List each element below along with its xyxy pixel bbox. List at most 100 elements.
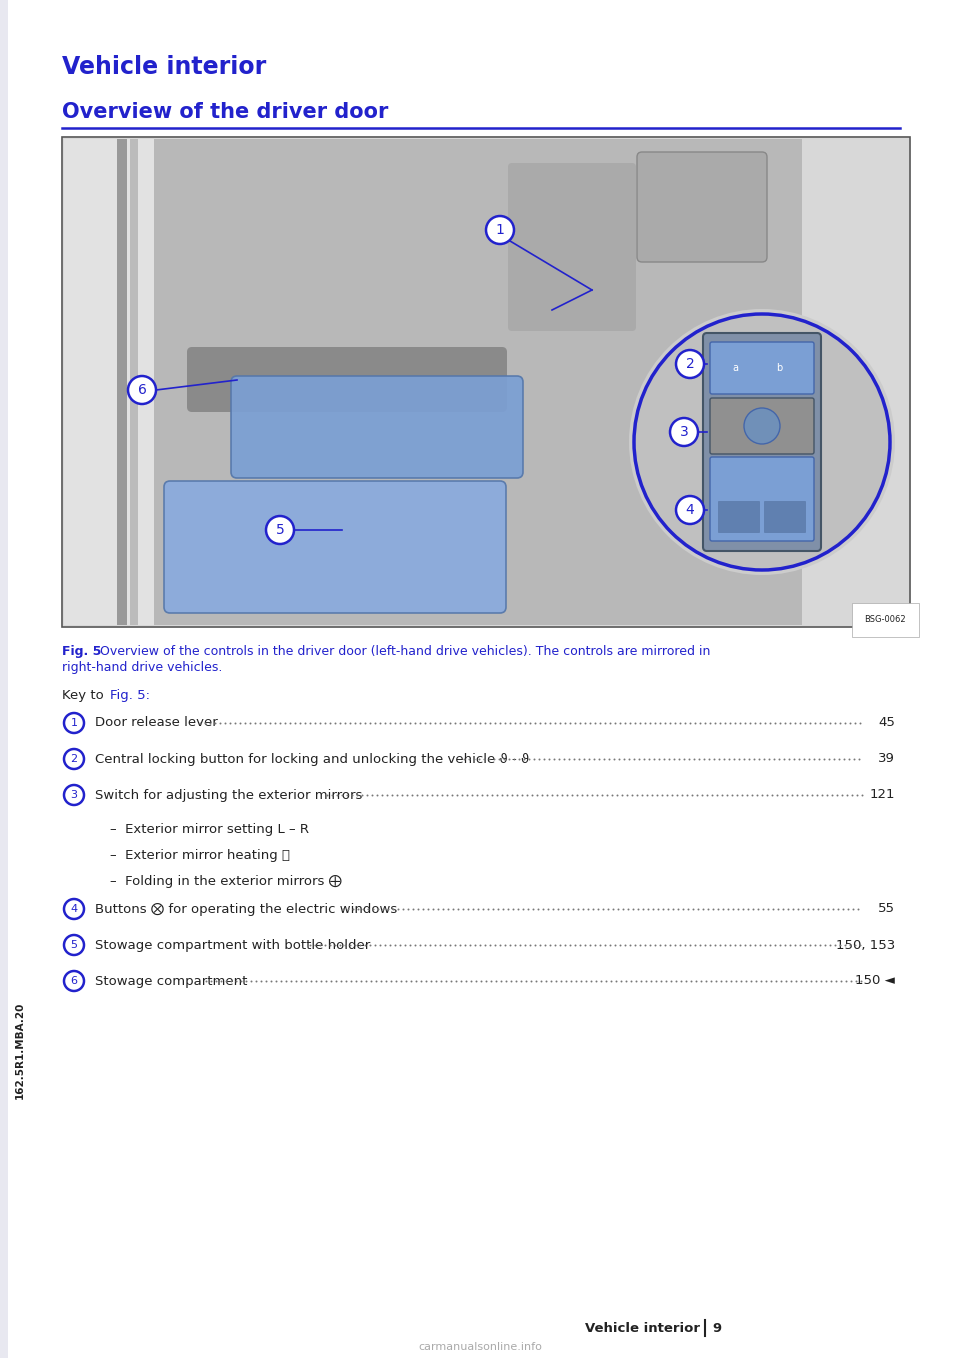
Point — [557, 748, 572, 770]
Text: Fig. 5: Fig. 5 — [62, 645, 102, 659]
Point — [619, 784, 635, 805]
Point — [472, 712, 488, 733]
Point — [413, 934, 428, 956]
Text: Fig. 5:: Fig. 5: — [110, 689, 150, 702]
Point — [492, 970, 508, 991]
Point — [463, 934, 478, 956]
Point — [646, 748, 661, 770]
Point — [818, 970, 833, 991]
Point — [814, 784, 829, 805]
Point — [823, 934, 838, 956]
Point — [640, 898, 656, 919]
Point — [551, 748, 566, 770]
Point — [472, 934, 488, 956]
Point — [287, 712, 302, 733]
Point — [586, 898, 601, 919]
Point — [340, 898, 355, 919]
Point — [628, 970, 643, 991]
Circle shape — [64, 785, 84, 805]
Point — [491, 898, 506, 919]
Point — [592, 712, 608, 733]
Point — [427, 712, 443, 733]
Point — [486, 898, 501, 919]
Point — [712, 712, 728, 733]
Point — [292, 712, 307, 733]
Point — [780, 898, 796, 919]
Point — [242, 712, 257, 733]
Point — [393, 934, 408, 956]
Point — [564, 784, 579, 805]
Point — [683, 934, 698, 956]
Point — [468, 970, 483, 991]
Point — [492, 748, 507, 770]
Point — [848, 934, 863, 956]
Point — [726, 898, 741, 919]
Point — [824, 784, 839, 805]
Point — [828, 784, 844, 805]
Point — [232, 712, 248, 733]
Point — [542, 712, 558, 733]
Point — [636, 898, 651, 919]
Point — [793, 970, 808, 991]
Point — [791, 748, 806, 770]
Point — [678, 712, 693, 733]
Point — [293, 970, 308, 991]
Point — [534, 784, 549, 805]
Point — [658, 934, 673, 956]
Point — [587, 748, 602, 770]
Circle shape — [670, 418, 698, 445]
Point — [803, 970, 818, 991]
Point — [637, 970, 653, 991]
Point — [741, 748, 756, 770]
Point — [499, 784, 515, 805]
Point — [542, 934, 558, 956]
Point — [816, 748, 831, 770]
Point — [832, 712, 848, 733]
Point — [703, 712, 718, 733]
Point — [372, 712, 388, 733]
Point — [753, 970, 768, 991]
Point — [482, 712, 497, 733]
Point — [668, 970, 684, 991]
Point — [432, 934, 447, 956]
Circle shape — [64, 713, 84, 733]
Point — [368, 970, 383, 991]
Point — [218, 970, 233, 991]
Point — [611, 898, 626, 919]
Point — [561, 898, 576, 919]
Point — [203, 970, 218, 991]
Text: 39: 39 — [878, 752, 895, 766]
Point — [527, 934, 542, 956]
Point — [847, 748, 862, 770]
Point — [323, 712, 338, 733]
Point — [788, 970, 804, 991]
Point — [212, 712, 228, 733]
Point — [604, 784, 619, 805]
Point — [288, 970, 303, 991]
Point — [569, 784, 585, 805]
Point — [547, 712, 563, 733]
Point — [771, 748, 786, 770]
Point — [447, 934, 463, 956]
Point — [657, 748, 672, 770]
Point — [389, 784, 404, 805]
Point — [517, 712, 533, 733]
Point — [851, 898, 866, 919]
Point — [488, 970, 503, 991]
Point — [683, 712, 698, 733]
Text: 3: 3 — [680, 425, 688, 439]
Point — [492, 934, 508, 956]
Point — [636, 748, 652, 770]
Point — [643, 970, 659, 991]
Point — [435, 898, 450, 919]
Point — [609, 784, 624, 805]
Text: 45: 45 — [878, 717, 895, 729]
Text: 3: 3 — [70, 790, 78, 800]
Point — [432, 712, 447, 733]
Point — [772, 712, 787, 733]
Point — [308, 970, 324, 991]
Point — [843, 970, 858, 991]
Point — [713, 970, 729, 991]
Point — [615, 898, 631, 919]
Point — [419, 784, 434, 805]
